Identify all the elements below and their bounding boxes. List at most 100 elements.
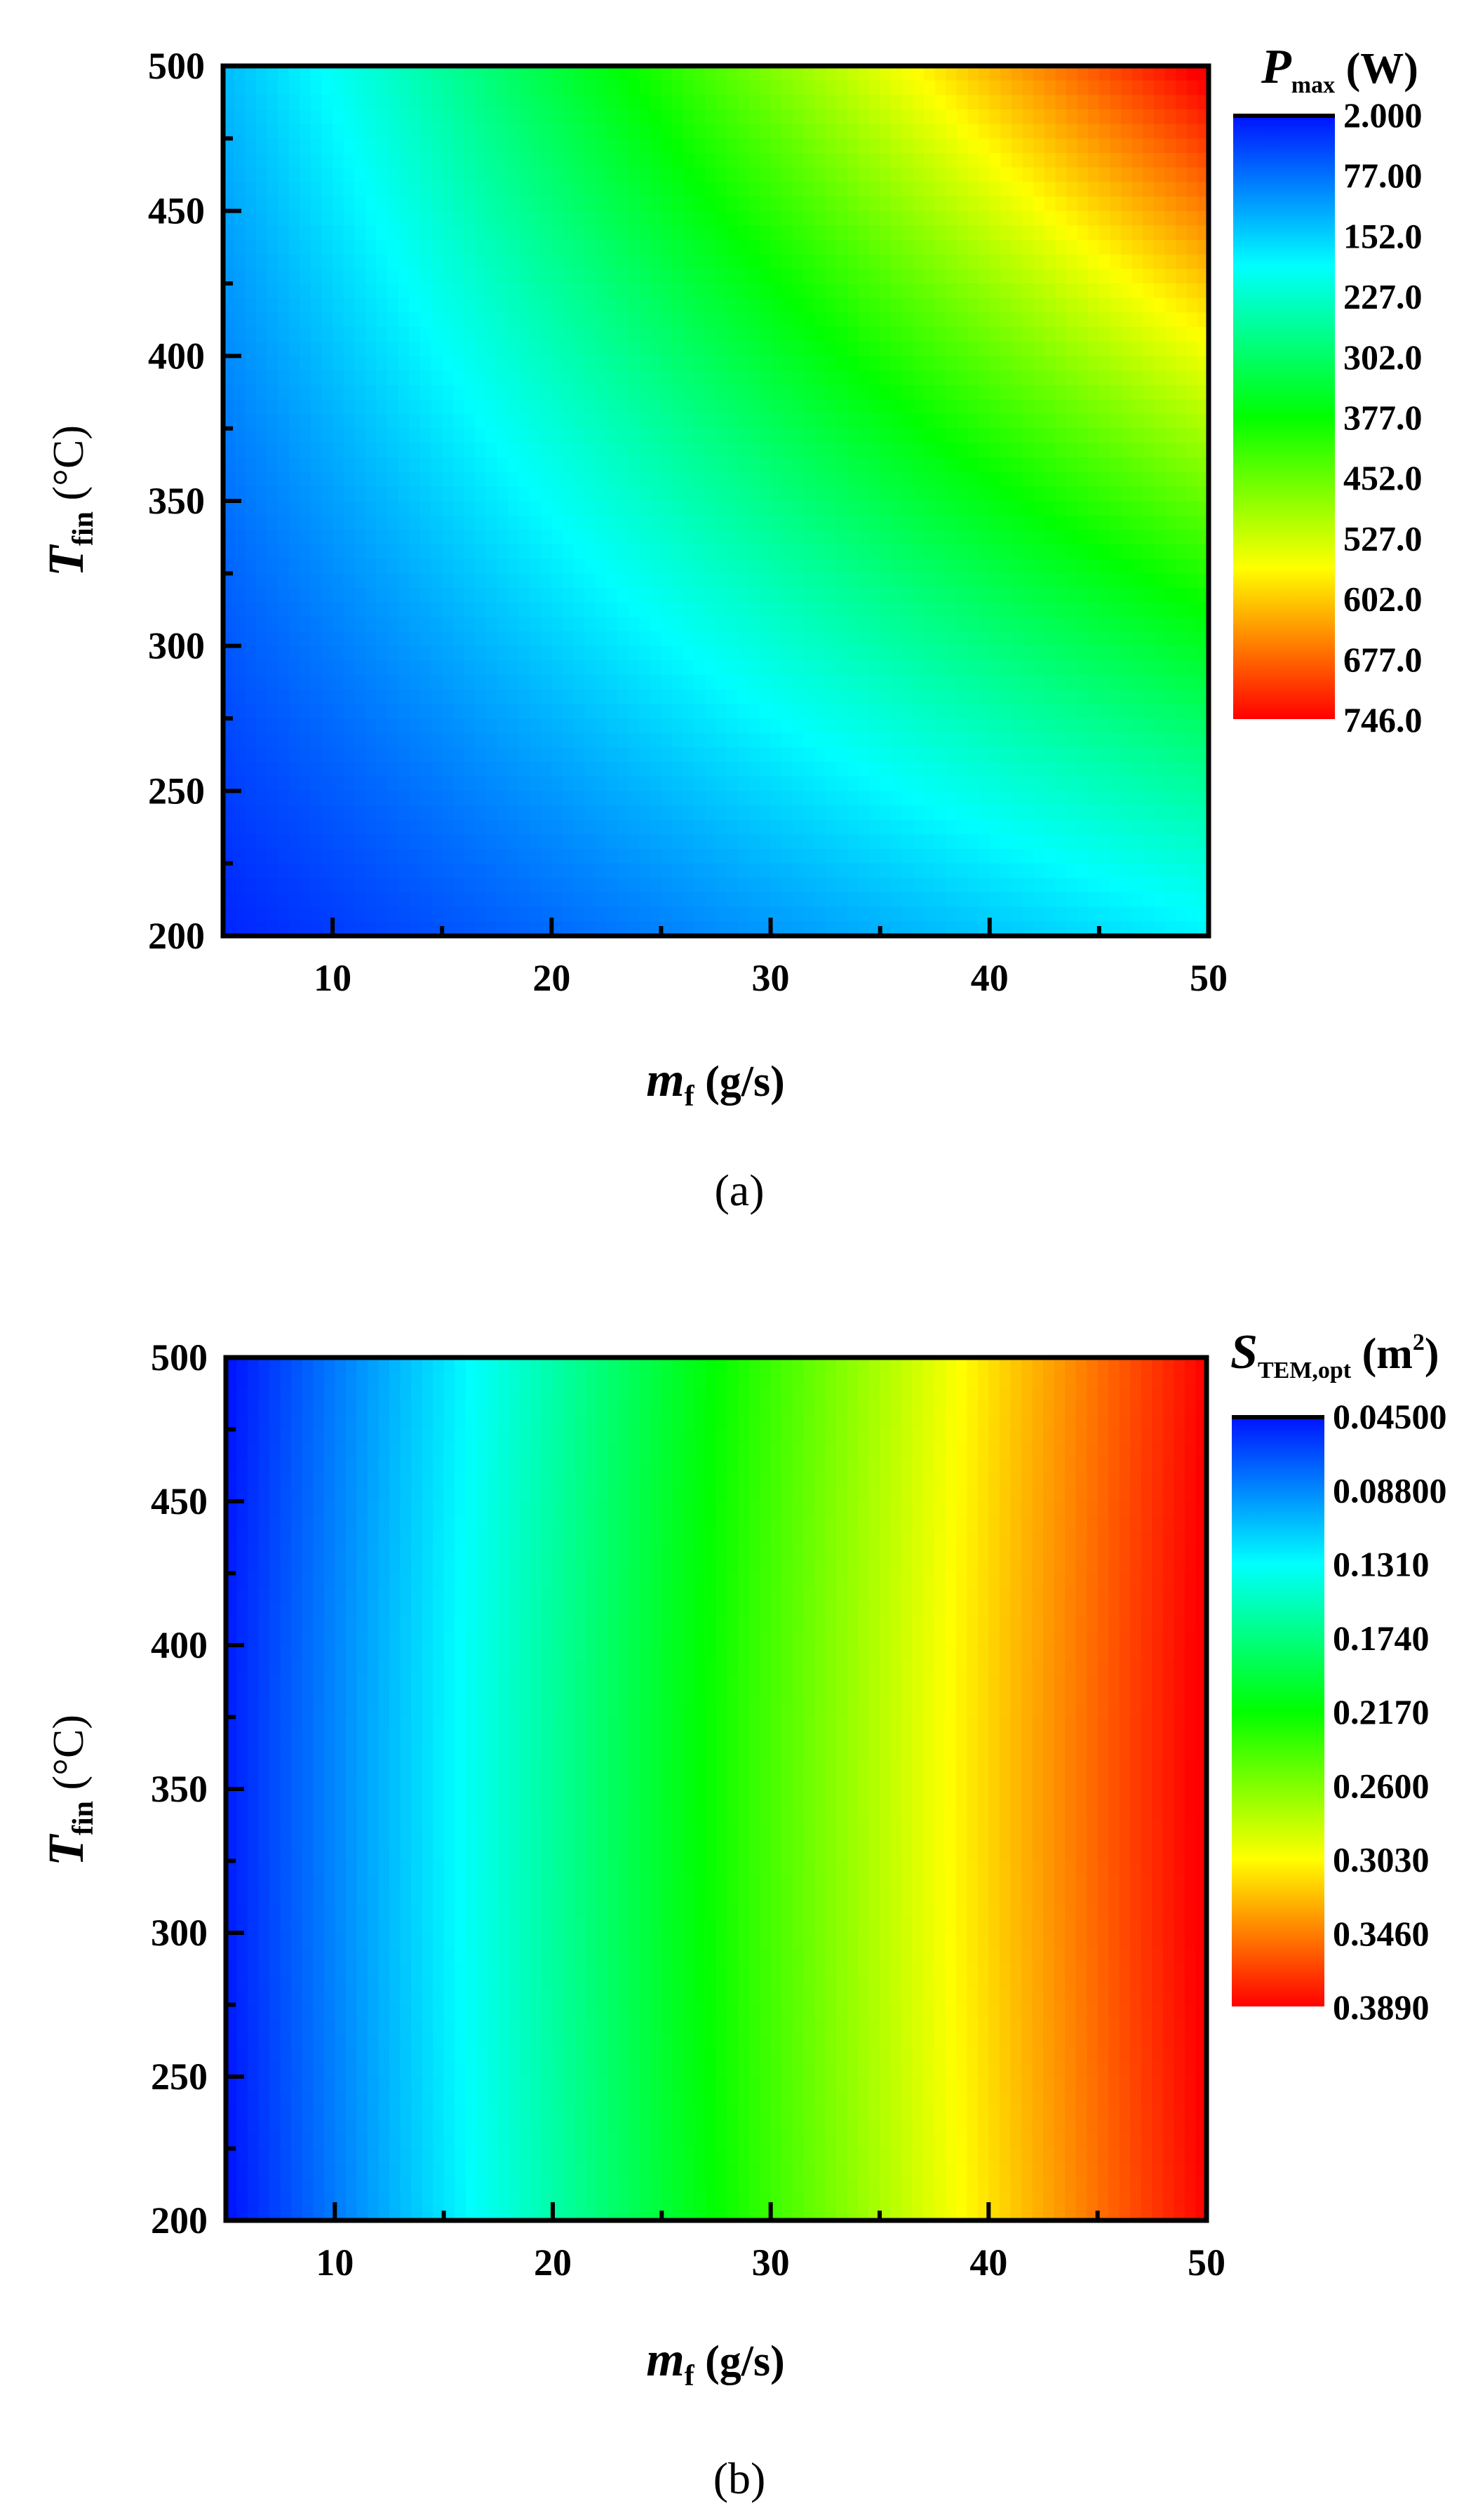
heatmap-cell	[617, 732, 629, 749]
heatmap-cell	[278, 573, 290, 589]
heatmap-cell	[255, 573, 268, 589]
heatmap-cell	[934, 631, 947, 647]
heatmap-cell	[891, 399, 903, 415]
heatmap-cell	[650, 370, 662, 386]
heatmap-cell	[792, 370, 805, 386]
heatmap-cell	[332, 747, 344, 763]
heatmap-cell	[781, 718, 793, 734]
heatmap-cell	[803, 370, 815, 386]
heatmap-cell	[595, 457, 607, 473]
heatmap-cell	[792, 95, 805, 110]
heatmap-cell	[310, 66, 323, 81]
heatmap-cell	[1110, 732, 1122, 749]
heatmap-cell	[727, 138, 739, 154]
heatmap-cell	[748, 471, 760, 488]
heatmap-cell	[1088, 399, 1100, 415]
heatmap-cell	[901, 457, 914, 473]
heatmap-cell	[1066, 805, 1078, 821]
heatmap-cell	[1088, 341, 1100, 357]
heatmap-cell	[573, 675, 585, 690]
heatmap-cell	[759, 921, 772, 937]
heatmap-cell	[485, 486, 498, 502]
heatmap-cell	[475, 704, 487, 719]
heatmap-cell	[507, 602, 520, 618]
heatmap-cell	[376, 588, 388, 603]
heatmap-cell	[869, 921, 881, 937]
heatmap-cell	[223, 297, 235, 314]
heatmap-cell	[573, 921, 585, 937]
heatmap-cell	[628, 921, 640, 937]
heatmap-cell	[540, 747, 553, 763]
heatmap-cell	[1121, 153, 1133, 168]
heatmap-cell	[628, 558, 640, 575]
heatmap-cell	[376, 704, 388, 719]
heatmap-cell	[1033, 153, 1045, 168]
heatmap-cell	[332, 471, 344, 488]
heatmap-cell	[376, 617, 388, 632]
heatmap-cell	[398, 283, 410, 299]
heatmap-cell	[321, 805, 333, 821]
heatmap-cell	[814, 747, 826, 763]
heatmap-cell	[792, 849, 805, 864]
heatmap-cell	[431, 443, 443, 458]
heatmap-cell	[946, 66, 958, 81]
heatmap-cell	[1110, 544, 1122, 560]
heatmap-cell	[409, 718, 421, 734]
heatmap-cell	[1012, 762, 1023, 777]
heatmap-cell	[551, 805, 563, 821]
heatmap-cell	[1033, 747, 1045, 763]
heatmap-cell	[376, 457, 388, 473]
heatmap-cell	[343, 428, 356, 444]
heatmap-cell	[497, 530, 509, 545]
heatmap-cell	[792, 892, 805, 908]
heatmap-cell	[792, 269, 805, 284]
heatmap-cell	[332, 312, 344, 328]
heatmap-cell	[748, 892, 760, 908]
heatmap-cell	[650, 906, 662, 923]
heatmap-cell	[1121, 66, 1133, 81]
heatmap-cell	[267, 240, 278, 255]
heatmap-cell	[365, 501, 377, 516]
heatmap-cell	[825, 530, 838, 545]
heatmap-cell	[420, 892, 432, 908]
heatmap-cell	[1000, 762, 1012, 777]
heatmap-cell	[387, 718, 399, 734]
heatmap-cell	[956, 776, 969, 792]
heatmap-cell	[310, 167, 323, 183]
heatmap-cell	[1121, 370, 1133, 386]
heatmap-cell	[1012, 544, 1023, 560]
heatmap-cell	[234, 196, 246, 212]
heatmap-cell	[354, 573, 366, 589]
heatmap-cell	[584, 254, 596, 270]
heatmap-cell	[672, 805, 684, 821]
heatmap-cell	[869, 109, 881, 125]
heatmap-cell	[518, 182, 530, 197]
heatmap-cell	[464, 892, 476, 908]
heatmap-cell	[628, 645, 640, 662]
heatmap-cell	[1110, 167, 1122, 183]
heatmap-cell	[321, 370, 333, 386]
heatmap-cell	[1000, 399, 1012, 415]
heatmap-cell	[1066, 153, 1078, 168]
heatmap-cell	[694, 819, 706, 836]
heatmap-cell	[956, 443, 969, 458]
heatmap-cell	[584, 776, 596, 792]
heatmap-cell	[332, 384, 344, 401]
heatmap-cell	[1131, 167, 1144, 183]
heatmap-cell	[880, 225, 892, 241]
heatmap-cell	[551, 254, 563, 270]
heatmap-cell	[869, 892, 881, 908]
heatmap-cell	[869, 849, 881, 864]
heatmap-cell	[475, 414, 487, 429]
heatmap-cell	[518, 167, 530, 183]
heatmap-cell	[924, 269, 936, 284]
heatmap-cell	[321, 297, 333, 314]
heatmap-cell	[518, 196, 530, 212]
heatmap-cell	[814, 921, 826, 937]
heatmap-cell	[464, 530, 476, 545]
heatmap-cell	[354, 269, 366, 284]
heatmap-cell	[288, 906, 301, 923]
heatmap-cell	[431, 109, 443, 125]
heatmap-cell	[628, 370, 640, 386]
heatmap-cell	[946, 544, 958, 560]
